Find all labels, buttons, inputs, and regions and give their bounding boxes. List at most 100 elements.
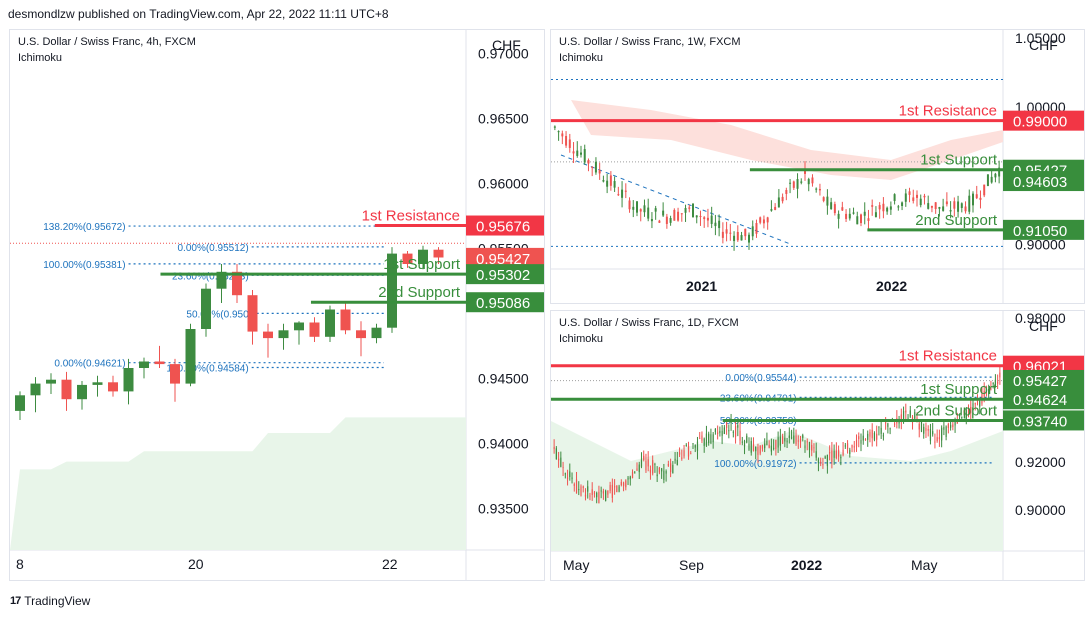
candle-body: [725, 229, 728, 234]
candle-body: [669, 218, 672, 223]
price-tag: [466, 215, 544, 236]
x-tick-label: May: [911, 557, 937, 573]
candle-body: [658, 467, 660, 473]
candle-body: [584, 494, 587, 497]
candle-body: [726, 422, 728, 428]
candle-body: [826, 196, 829, 206]
candle-body: [676, 459, 678, 466]
candle-body: [752, 443, 755, 451]
candle-body: [815, 188, 818, 190]
candle-body: [840, 456, 842, 459]
candle-body: [979, 197, 982, 200]
chart-4h-unit: CHF: [492, 37, 521, 53]
candle-body: [975, 194, 978, 199]
candle-body: [775, 439, 777, 450]
candle-body: [761, 445, 764, 449]
candle-body: [932, 431, 934, 435]
candle-body: [818, 188, 821, 191]
candle-body: [925, 427, 927, 431]
candle-body: [873, 432, 876, 440]
candle-body: [860, 439, 862, 444]
candle-body: [684, 208, 687, 213]
candle-body: [751, 226, 754, 237]
candle-body: [733, 235, 736, 242]
candle-body: [972, 193, 974, 206]
candle-body: [811, 177, 814, 184]
candle-body: [701, 435, 703, 441]
candle-body: [800, 181, 803, 183]
candle-body: [748, 234, 750, 243]
chart-1w[interactable]: 1.05000 1.00000 0.90000 1st Resistance 1st S…: [550, 29, 1085, 304]
chart-1d[interactable]: 0.980000.920000.900000.00%(0.95544)23.60…: [550, 310, 1085, 581]
candle-body: [553, 446, 555, 450]
candle-body: [845, 213, 848, 219]
tradingview-footer[interactable]: 17 TradingView: [10, 594, 90, 608]
candle-body: [607, 490, 609, 495]
candle-body: [678, 452, 681, 455]
candle-body: [654, 463, 656, 466]
candle-body: [938, 437, 940, 440]
candle-body: [598, 491, 600, 504]
candle-body: [802, 435, 804, 438]
candle-body: [777, 197, 780, 208]
candle-body: [945, 426, 947, 438]
candle-body: [817, 459, 820, 464]
x-tick-label: 2022: [791, 557, 822, 573]
candle-body: [746, 435, 748, 443]
candle-body: [555, 448, 557, 460]
candle-body: [863, 211, 866, 216]
candle-body: [613, 181, 616, 188]
candle-body: [699, 438, 701, 440]
y-tick-label: 0.92000: [1015, 454, 1066, 470]
candle-body: [965, 409, 967, 420]
price-tag: [1003, 219, 1084, 240]
y-tick-label: 1.05000: [1015, 30, 1066, 46]
candle-body: [945, 201, 948, 205]
candle-body: [696, 441, 699, 451]
fib-label: 138.20%(0.95672): [43, 222, 125, 233]
candle-body: [797, 440, 799, 442]
fib-label: 100.00%(0.91972): [714, 459, 796, 470]
candle-body: [983, 390, 985, 397]
candle-body: [744, 228, 747, 237]
candle-body: [721, 430, 723, 436]
candle-body: [867, 218, 870, 221]
candle-body: [811, 444, 813, 451]
candle-body: [968, 195, 971, 212]
candle-body: [638, 464, 640, 473]
candle-body: [755, 446, 757, 452]
candle-body: [553, 126, 556, 128]
level-label-resistance: 1st Resistance: [899, 103, 997, 120]
chart-1d-title: U.S. Dollar / Swiss Franc, 1D, FXCM: [559, 317, 739, 329]
candle-body: [605, 490, 607, 501]
candle-body: [736, 231, 739, 241]
candle-body: [92, 382, 103, 385]
candle-body: [998, 167, 1001, 177]
candle-body: [690, 453, 692, 455]
candle-body: [938, 207, 941, 209]
candle-body: [674, 458, 676, 461]
candle-body: [912, 197, 915, 201]
candle-body: [759, 217, 762, 223]
price-tag-text: 0.95302: [476, 267, 530, 284]
price-tag-text: 0.94624: [1013, 392, 1067, 409]
candle-body: [571, 477, 573, 480]
candle-body: [919, 198, 922, 206]
candle-body: [964, 206, 967, 212]
candle-body: [960, 203, 963, 208]
candle-body: [587, 159, 590, 164]
candle-body: [600, 490, 602, 492]
candle-body: [594, 161, 597, 173]
candle-body: [990, 388, 992, 390]
candle-body: [822, 463, 824, 466]
candle-body: [602, 180, 605, 182]
candle-body: [889, 206, 892, 210]
candle-body: [185, 329, 196, 384]
candle-body: [853, 446, 855, 448]
candle-body: [582, 486, 584, 488]
chart-1d-indicator: Ichimoku: [559, 333, 604, 345]
candle-body: [846, 443, 849, 450]
candle-body: [942, 206, 945, 211]
candle-body: [719, 430, 721, 434]
chart-4h[interactable]: 0.970000.965000.960000.955000.945000.940…: [9, 29, 545, 581]
